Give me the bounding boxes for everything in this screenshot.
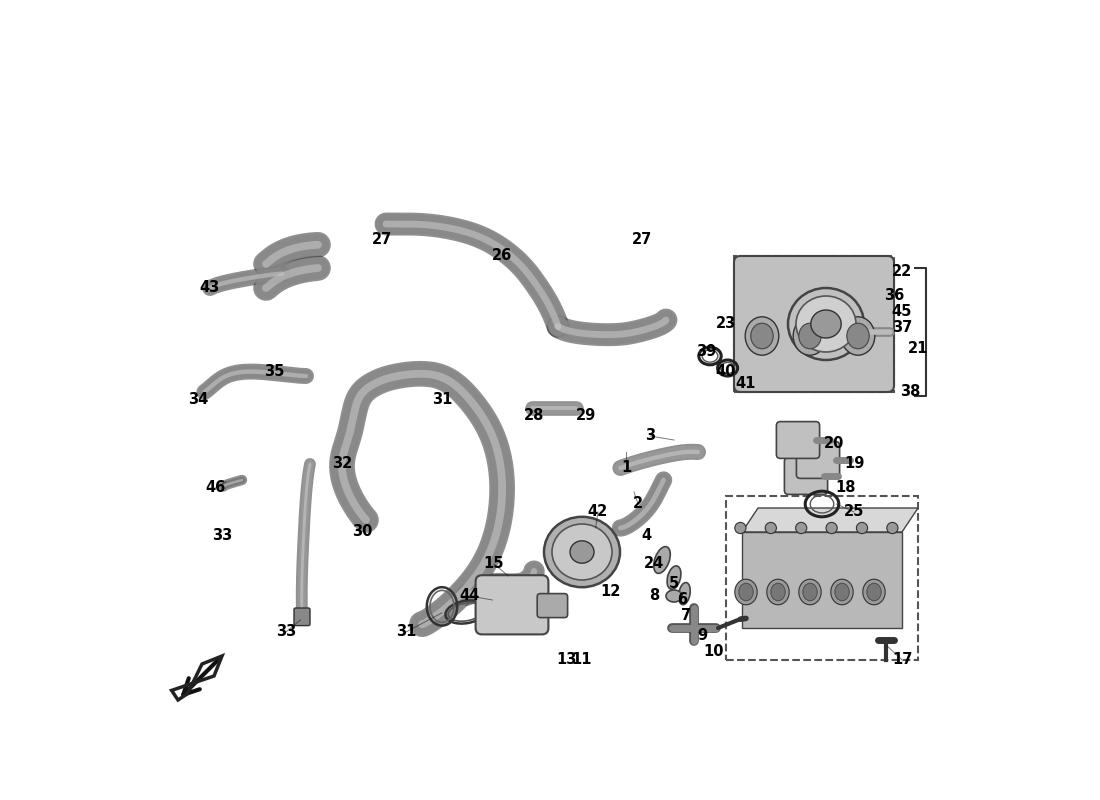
Circle shape — [887, 522, 898, 534]
Ellipse shape — [867, 583, 881, 601]
FancyBboxPatch shape — [734, 256, 894, 392]
Ellipse shape — [679, 582, 690, 605]
Text: 37: 37 — [892, 321, 912, 335]
Text: 8: 8 — [649, 589, 659, 603]
Text: 7: 7 — [681, 609, 691, 623]
Text: 39: 39 — [696, 345, 716, 359]
Text: 19: 19 — [844, 457, 865, 471]
Text: 22: 22 — [892, 265, 912, 279]
Text: 42: 42 — [587, 505, 608, 519]
Text: 13: 13 — [556, 653, 576, 667]
Text: 6: 6 — [676, 593, 688, 607]
Ellipse shape — [552, 524, 612, 580]
Ellipse shape — [862, 579, 886, 605]
Ellipse shape — [570, 541, 594, 563]
Text: 20: 20 — [824, 437, 844, 451]
Text: 27: 27 — [631, 233, 652, 247]
Circle shape — [857, 522, 868, 534]
Ellipse shape — [830, 579, 854, 605]
Text: 40: 40 — [716, 365, 736, 379]
Text: 3: 3 — [645, 429, 656, 443]
Text: 33: 33 — [212, 529, 232, 543]
Ellipse shape — [767, 579, 789, 605]
Text: 27: 27 — [372, 233, 392, 247]
Text: 26: 26 — [492, 249, 513, 263]
Ellipse shape — [842, 317, 874, 355]
FancyBboxPatch shape — [777, 422, 820, 458]
Text: 21: 21 — [908, 341, 928, 355]
Text: 29: 29 — [576, 409, 596, 423]
FancyBboxPatch shape — [294, 608, 310, 626]
Ellipse shape — [788, 288, 864, 360]
Text: 31: 31 — [396, 625, 416, 639]
Text: 17: 17 — [892, 653, 912, 667]
Circle shape — [826, 522, 837, 534]
Text: 15: 15 — [484, 557, 504, 571]
Text: 9: 9 — [697, 629, 707, 643]
Ellipse shape — [793, 317, 827, 355]
FancyBboxPatch shape — [784, 458, 827, 494]
Text: 24: 24 — [644, 557, 664, 571]
Ellipse shape — [745, 317, 779, 355]
Text: 12: 12 — [600, 585, 620, 599]
Ellipse shape — [847, 323, 869, 349]
Ellipse shape — [803, 583, 817, 601]
Ellipse shape — [735, 579, 757, 605]
Text: 4: 4 — [641, 529, 651, 543]
FancyBboxPatch shape — [796, 442, 839, 478]
Ellipse shape — [799, 579, 822, 605]
Text: 46: 46 — [206, 481, 225, 495]
Polygon shape — [742, 532, 902, 628]
Text: 34: 34 — [188, 393, 208, 407]
FancyBboxPatch shape — [475, 575, 549, 634]
Ellipse shape — [835, 583, 849, 601]
Circle shape — [766, 522, 777, 534]
Ellipse shape — [739, 583, 754, 601]
Ellipse shape — [667, 566, 681, 590]
Text: 23: 23 — [716, 317, 736, 331]
Text: 10: 10 — [704, 645, 724, 659]
Circle shape — [795, 522, 806, 534]
Ellipse shape — [544, 517, 620, 587]
Ellipse shape — [796, 296, 856, 352]
Text: 41: 41 — [736, 377, 756, 391]
FancyBboxPatch shape — [537, 594, 568, 618]
Text: 18: 18 — [836, 481, 856, 495]
Text: 32: 32 — [332, 457, 352, 471]
Text: 5: 5 — [669, 577, 679, 591]
Text: 44: 44 — [460, 589, 480, 603]
Polygon shape — [742, 508, 918, 532]
Text: 45: 45 — [892, 305, 912, 319]
Ellipse shape — [799, 323, 822, 349]
Text: 31: 31 — [432, 393, 452, 407]
Text: 30: 30 — [352, 525, 372, 539]
Text: 38: 38 — [900, 385, 921, 399]
Text: 28: 28 — [524, 409, 544, 423]
Text: 11: 11 — [572, 653, 592, 667]
Ellipse shape — [811, 310, 842, 338]
Ellipse shape — [653, 546, 670, 574]
Ellipse shape — [771, 583, 785, 601]
Ellipse shape — [666, 590, 682, 602]
Text: 33: 33 — [276, 625, 296, 639]
Text: 36: 36 — [884, 289, 904, 303]
Circle shape — [735, 522, 746, 534]
Text: 35: 35 — [264, 365, 284, 379]
Text: 1: 1 — [620, 461, 631, 475]
Text: 2: 2 — [632, 497, 644, 511]
Text: 25: 25 — [844, 505, 865, 519]
Text: 43: 43 — [200, 281, 220, 295]
Ellipse shape — [751, 323, 773, 349]
